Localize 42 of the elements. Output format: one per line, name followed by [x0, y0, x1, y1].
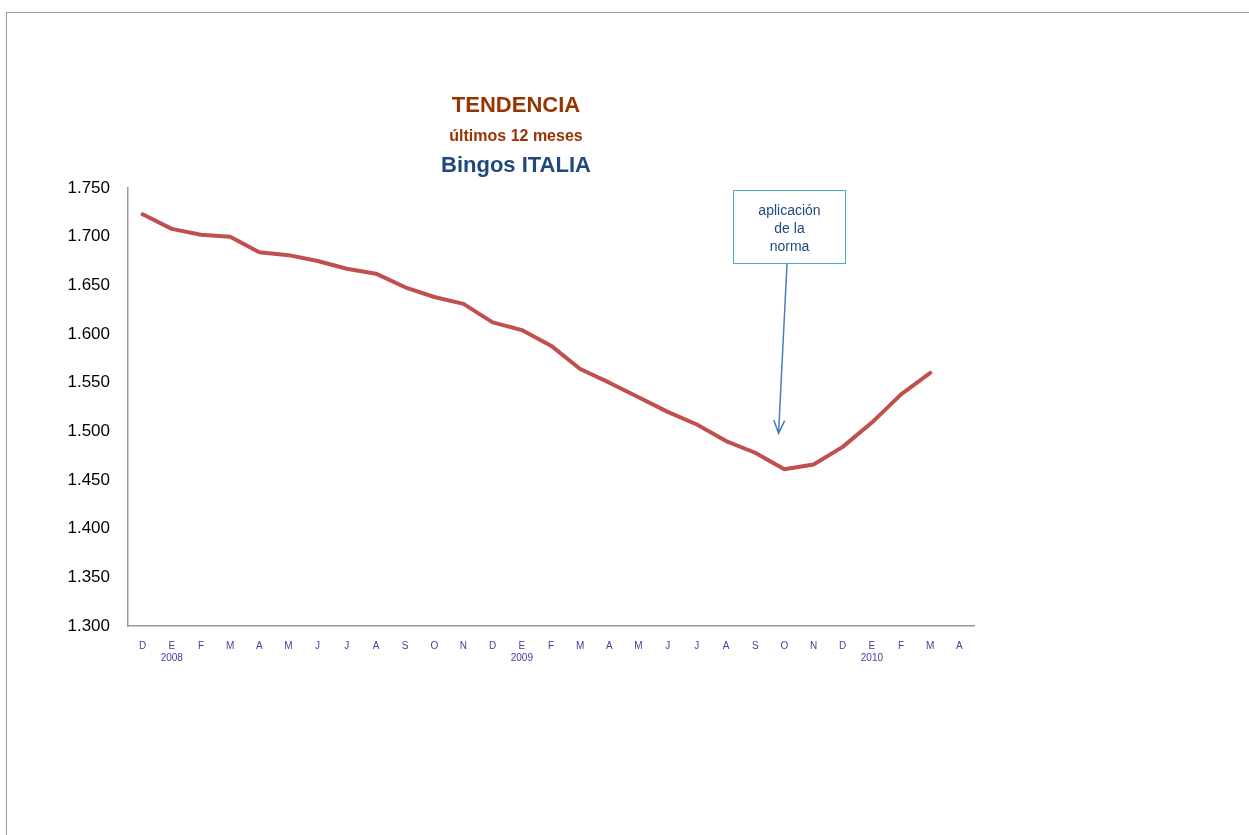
y-tick-label: 1.600 [67, 323, 110, 343]
y-tick-label: 1.700 [67, 226, 110, 246]
x-tick-label: J [315, 639, 321, 651]
chart-subtitle: últimos 12 meses Bingos ITALIA [440, 127, 592, 178]
x-tick-label: E 2010 [860, 639, 884, 663]
x-tick-label: F [547, 639, 555, 651]
x-tick-label: M [284, 639, 293, 651]
y-tick-label: 1.750 [67, 177, 110, 197]
x-tick-label: D [138, 639, 147, 651]
x-tick-label: M [576, 639, 585, 651]
y-tick-label: 1.400 [67, 518, 110, 538]
x-tick-label: A [956, 639, 964, 651]
x-tick-label: S [751, 639, 759, 651]
x-tick-label: E 2008 [160, 639, 184, 663]
x-tick-label: N [459, 639, 468, 651]
x-tick-label: A [255, 639, 263, 651]
x-tick-label: O [780, 639, 789, 651]
y-tick-label: 1.300 [67, 615, 110, 635]
annotation: aplicación de la norma [733, 190, 846, 264]
x-tick-label: M [225, 639, 235, 651]
x-tick-label: S [401, 639, 409, 651]
x-tick-label: D [839, 639, 847, 651]
x-tick-label: A [722, 639, 730, 651]
x-tick-label: O [430, 639, 439, 651]
x-tick-label: N [809, 639, 818, 651]
x-tick-label: F [197, 639, 204, 651]
x-tick-label: A [372, 639, 380, 651]
x-tick-label: J [694, 639, 700, 651]
y-tick-label: 1.650 [67, 275, 110, 295]
x-tick-label: J [665, 639, 671, 651]
x-tick-label: E 2009 [510, 639, 534, 663]
y-tick-label: 1.450 [67, 469, 110, 489]
x-tick-label: D [489, 639, 497, 651]
x-tick-label: F [898, 639, 905, 651]
y-tick-label: 1.550 [67, 372, 110, 392]
x-tick-label: A [606, 639, 614, 651]
y-tick-label: 1.350 [67, 567, 110, 587]
x-tick-label: M [926, 639, 935, 651]
x-tick-label: J [344, 639, 350, 651]
chart-title: TENDENCIA [450, 92, 582, 118]
y-tick-label: 1.500 [67, 421, 110, 441]
x-tick-label: M [634, 639, 643, 651]
